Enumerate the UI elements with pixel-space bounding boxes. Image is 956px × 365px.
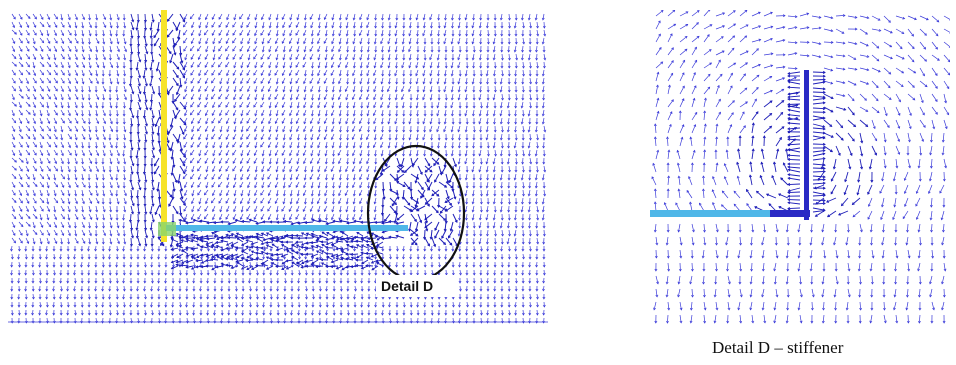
detail-d-label-bg: [376, 275, 458, 297]
corner-joint-marker: [158, 222, 176, 236]
detail-flange-line: [650, 210, 770, 217]
vector-field-detail-panel: [650, 10, 950, 328]
main-arrow-field: [8, 13, 548, 324]
flange-member-line: [166, 225, 408, 231]
vector-field-main-panel: Detail D: [8, 10, 548, 328]
web-member-line: [161, 10, 167, 242]
detail-arrow-field: [651, 10, 950, 324]
detail-structure: [650, 70, 810, 220]
vector-field-detail: [650, 10, 950, 324]
detail-d-label: Detail D: [381, 278, 433, 294]
stiffener-line: [804, 70, 809, 220]
detail-flange-end: [770, 210, 810, 217]
main-structure: [158, 10, 408, 242]
vector-field-main: Detail D: [8, 10, 548, 324]
detail-caption: Detail D – stiffener: [712, 338, 844, 357]
